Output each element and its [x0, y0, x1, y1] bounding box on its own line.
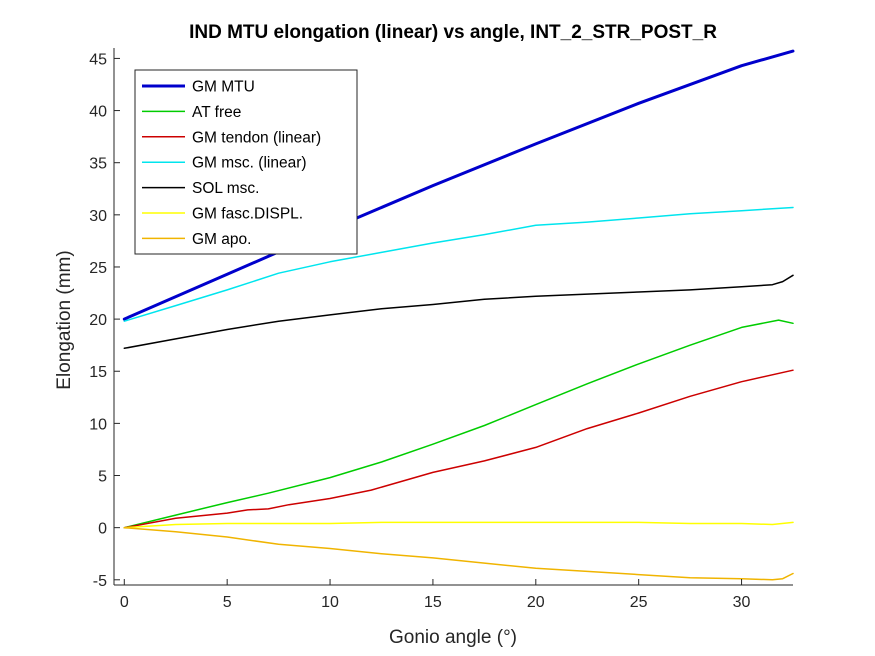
x-tick-label: 0	[120, 594, 129, 611]
x-tick-label: 25	[630, 594, 648, 611]
y-tick-label: 35	[89, 156, 107, 173]
chart-title: IND MTU elongation (linear) vs angle, IN…	[189, 22, 717, 43]
y-tick-label: 40	[89, 104, 107, 121]
y-tick-label: 0	[98, 521, 107, 538]
legend: GM MTU AT free GM tendon (linear) GM msc. (…	[134, 69, 358, 255]
y-tick-label: 45	[89, 51, 107, 68]
legend-entry: GM MTU	[192, 79, 255, 96]
series-line-at-free	[123, 319, 794, 529]
series-line-gm-tendon-linear	[123, 369, 794, 529]
x-tick-label: 5	[223, 594, 232, 611]
x-tick-label: 15	[424, 594, 442, 611]
legend-entry: AT free	[192, 104, 241, 121]
x-tick-label: 30	[733, 594, 751, 611]
series-layer	[122, 49, 795, 581]
series-line-gm-fasc-displ	[123, 521, 794, 529]
y-tick-label: 10	[89, 416, 107, 433]
series-line-sol-msc	[123, 274, 794, 350]
y-tick-label: 25	[89, 260, 107, 277]
x-tick-label: 20	[527, 594, 545, 611]
legend-entry: GM msc. (linear)	[192, 155, 307, 172]
legend-entry: SOL msc.	[192, 180, 259, 197]
legend-entry: GM tendon (linear)	[192, 129, 321, 146]
legend-entry: GM fasc.DISPL.	[192, 206, 303, 223]
y-tick-label: 5	[98, 469, 107, 486]
x-tick-label: 10	[321, 594, 339, 611]
y-tick-label: 15	[89, 364, 107, 381]
series-line-gm-msc-linear	[123, 206, 794, 322]
series-line-gm-apo	[123, 526, 794, 581]
legend-entry: GM apo.	[192, 231, 251, 248]
y-tick-label: 20	[89, 312, 107, 329]
y-tick-label: -5	[93, 573, 107, 590]
axes-layer: 0 5 10 15 20 25 30 -5 0 5 10 15 20 25 30 35 40 45	[89, 48, 793, 611]
y-tick-label: 30	[89, 208, 107, 225]
series-line-gm-mtu	[122, 49, 795, 321]
y-axis-label: Elongation (mm)	[54, 250, 75, 389]
x-axis-label: Gonio angle (°)	[389, 627, 517, 648]
